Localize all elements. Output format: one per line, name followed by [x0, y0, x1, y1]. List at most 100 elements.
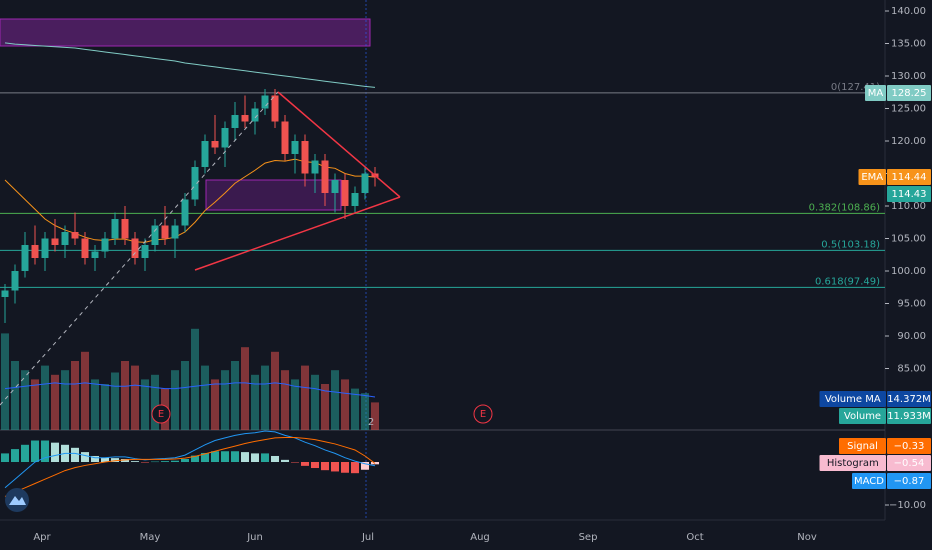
- badge: 114.44 EMA: [858, 169, 931, 185]
- badge: 128.25 MA: [865, 85, 931, 101]
- badge-value-bg: [887, 85, 931, 101]
- volume-bar: [281, 370, 289, 430]
- volume-bar: [101, 384, 109, 430]
- badge-value: 114.43: [892, 189, 927, 200]
- badge: −0.54 Histogram: [819, 455, 931, 471]
- x-tick-label: Nov: [797, 532, 817, 543]
- volume-bar: [221, 370, 229, 430]
- marks: [0, 42, 885, 497]
- histogram-bar: [141, 462, 149, 463]
- badge-value: 14.372M: [887, 394, 931, 405]
- histogram-bar: [121, 458, 129, 462]
- x-tick-label: May: [140, 532, 161, 543]
- badge-value: −0.54: [894, 458, 925, 469]
- volume-bar: [211, 379, 219, 430]
- candle-body: [101, 238, 109, 252]
- y-tick-label: 100.00: [891, 266, 926, 277]
- volume-bar: [181, 361, 189, 430]
- candle-body: [281, 121, 289, 154]
- volume-bar: [331, 370, 339, 430]
- histogram-bar: [261, 453, 269, 462]
- candle-body: [161, 225, 169, 239]
- candle-body: [321, 160, 329, 193]
- candle-body: [311, 160, 319, 174]
- badge-value: −0.33: [894, 441, 925, 452]
- volume-bar: [241, 347, 249, 430]
- earnings-label: E: [480, 409, 486, 420]
- histogram-bar: [91, 455, 99, 462]
- histogram-bar: [311, 462, 319, 469]
- volume-bar: [141, 379, 149, 430]
- badge-name: Volume: [844, 411, 881, 422]
- histogram-bar: [241, 452, 249, 462]
- volume-ma-line: [4, 382, 376, 398]
- candle-body: [31, 245, 39, 258]
- volume-bar: [31, 379, 39, 430]
- badge: 14.372M Volume MA: [819, 391, 931, 407]
- histogram-bar: [191, 455, 199, 462]
- badge-value: 114.44: [892, 172, 927, 183]
- badge-name-bg: [865, 85, 886, 101]
- badge-value: 11.933M: [887, 411, 931, 422]
- volume-bar: [81, 351, 89, 430]
- volume-bar: [121, 361, 129, 430]
- histogram-bar: [221, 451, 229, 462]
- histogram-bar: [21, 444, 29, 462]
- candle-body: [251, 108, 259, 122]
- badge-value-bg: [887, 408, 931, 424]
- histogram-bar: [161, 461, 169, 462]
- badge-name-bg: [858, 169, 886, 185]
- volume-bar: [41, 365, 49, 430]
- volume-bar: [111, 372, 119, 430]
- candle-body: [341, 180, 349, 206]
- candle-body: [151, 225, 159, 245]
- badge-name: Histogram: [827, 458, 879, 469]
- candle-body: [1, 290, 9, 297]
- histogram-bar: [101, 457, 109, 462]
- x-tick-label: Sep: [579, 532, 598, 543]
- volume-bar: [71, 361, 79, 430]
- histogram-bar: [331, 462, 339, 472]
- y-tick-label: 85.00: [897, 364, 926, 375]
- volume-bar: [91, 379, 99, 430]
- candle-body: [51, 238, 59, 245]
- badge: 11.933M Volume: [839, 408, 931, 424]
- histogram-bar: [291, 462, 299, 463]
- y-tick-label: 95.00: [897, 299, 926, 310]
- zone-box: [0, 18, 371, 47]
- badge-value-bg: [887, 438, 931, 454]
- candle-body: [361, 173, 369, 193]
- candle-body: [331, 180, 339, 193]
- candle-body: [211, 141, 219, 148]
- candle-body: [181, 199, 189, 226]
- candle-body: [71, 232, 79, 239]
- histogram-bar: [71, 447, 79, 462]
- volume-bar: [1, 333, 9, 430]
- histogram-bar: [151, 461, 159, 463]
- fib-label: 0.382(108.86): [809, 202, 881, 213]
- logo[interactable]: [5, 488, 29, 512]
- badge-name: Signal: [847, 441, 878, 452]
- candle-body: [11, 271, 19, 291]
- histogram-bar: [341, 462, 349, 473]
- candle-body: [171, 225, 179, 239]
- volume-bar: [61, 370, 69, 430]
- y-tick-label: 105.00: [891, 234, 926, 245]
- candle-body: [61, 232, 69, 245]
- candle-body: [81, 238, 89, 258]
- x-tick-label: Apr: [33, 532, 51, 543]
- histogram-bar: [11, 449, 19, 462]
- badge-name-bg: [819, 391, 886, 407]
- volume-bar: [191, 328, 199, 430]
- earnings-icon[interactable]: E: [151, 404, 171, 424]
- volume-bar: [231, 361, 239, 430]
- y-tick-label: 110.00: [891, 201, 926, 212]
- badge-name: MA: [868, 88, 884, 99]
- volume-bar: [131, 365, 139, 430]
- triangle-line: [277, 91, 401, 198]
- earnings-icon[interactable]: E: [473, 404, 493, 424]
- badge-value-bg: [887, 473, 931, 489]
- histogram-bar: [31, 440, 39, 462]
- badge-name-bg: [852, 473, 886, 489]
